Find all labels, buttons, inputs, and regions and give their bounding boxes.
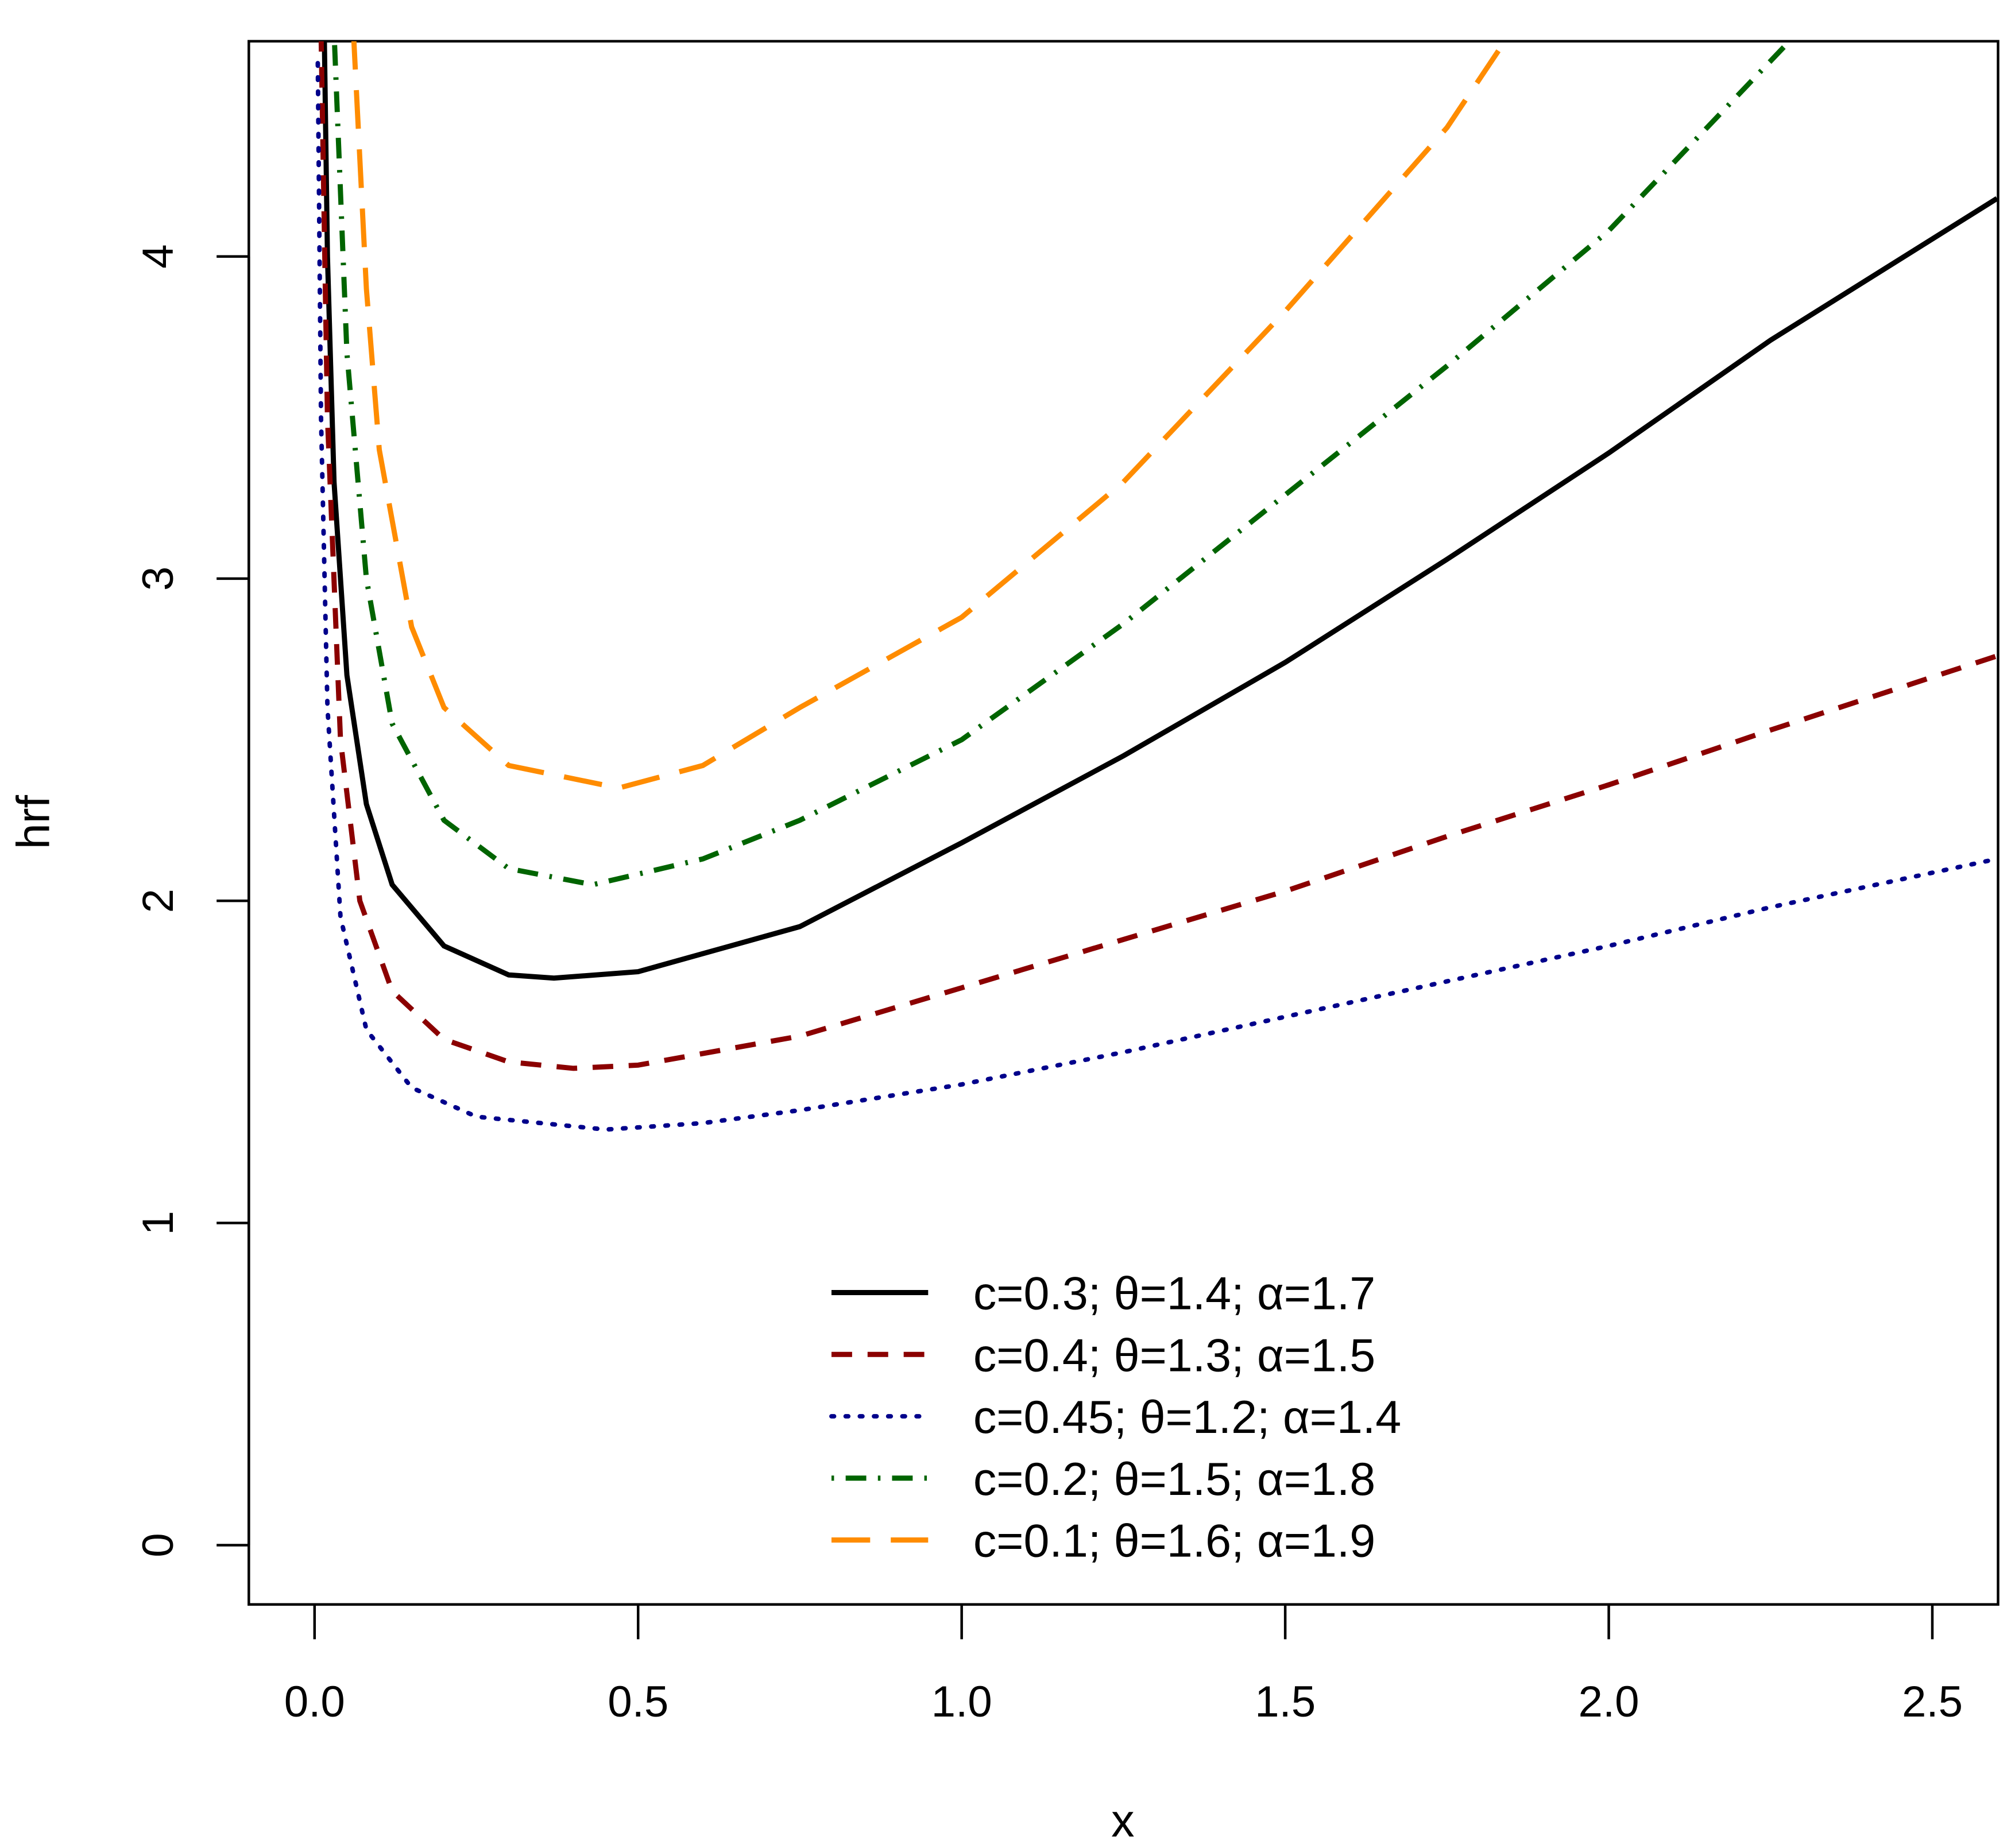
legend: c=0.3; θ=1.4; α=1.7 c=0.4; θ=1.3; α=1.5 c=… xyxy=(829,1268,1401,1567)
x-tick-label: 1.0 xyxy=(931,1677,992,1726)
y-tick-label: 4 xyxy=(134,244,183,268)
legend-label-1: c=0.4; θ=1.3; α=1.5 xyxy=(973,1330,1375,1381)
x-tick-label: 1.5 xyxy=(1255,1677,1316,1726)
legend-label-3: c=0.2; θ=1.5; α=1.8 xyxy=(973,1454,1375,1505)
series-line-1 xyxy=(318,41,1998,1071)
legend-label-2: c=0.45; θ=1.2; α=1.4 xyxy=(973,1392,1401,1443)
x-tick-label: 0.0 xyxy=(284,1677,345,1726)
legend-label-0: c=0.3; θ=1.4; α=1.7 xyxy=(973,1268,1375,1320)
series-line-4 xyxy=(351,41,1508,791)
y-tick-label: 0 xyxy=(134,1533,183,1557)
series-line-0 xyxy=(322,41,1998,981)
y-tick-label: 1 xyxy=(134,1211,183,1235)
x-tick-label: 0.5 xyxy=(608,1677,668,1726)
x-tick-label: 2.5 xyxy=(1902,1677,1963,1726)
axes: 0.0 0.5 1.0 1.5 2.0 2.5 0 1 2 3 4 xyxy=(134,244,1963,1726)
y-tick-label: 3 xyxy=(134,567,183,591)
series-line-3 xyxy=(331,41,1792,888)
x-tick-label: 2.0 xyxy=(1579,1677,1639,1726)
series-group xyxy=(315,41,1998,1132)
y-tick-label: 2 xyxy=(134,889,183,913)
y-axis-label: hrf xyxy=(7,795,59,849)
series-line-2 xyxy=(315,61,1998,1132)
x-axis-label: x xyxy=(1111,1795,1134,1847)
legend-label-4: c=0.1; θ=1.6; α=1.9 xyxy=(973,1516,1375,1567)
